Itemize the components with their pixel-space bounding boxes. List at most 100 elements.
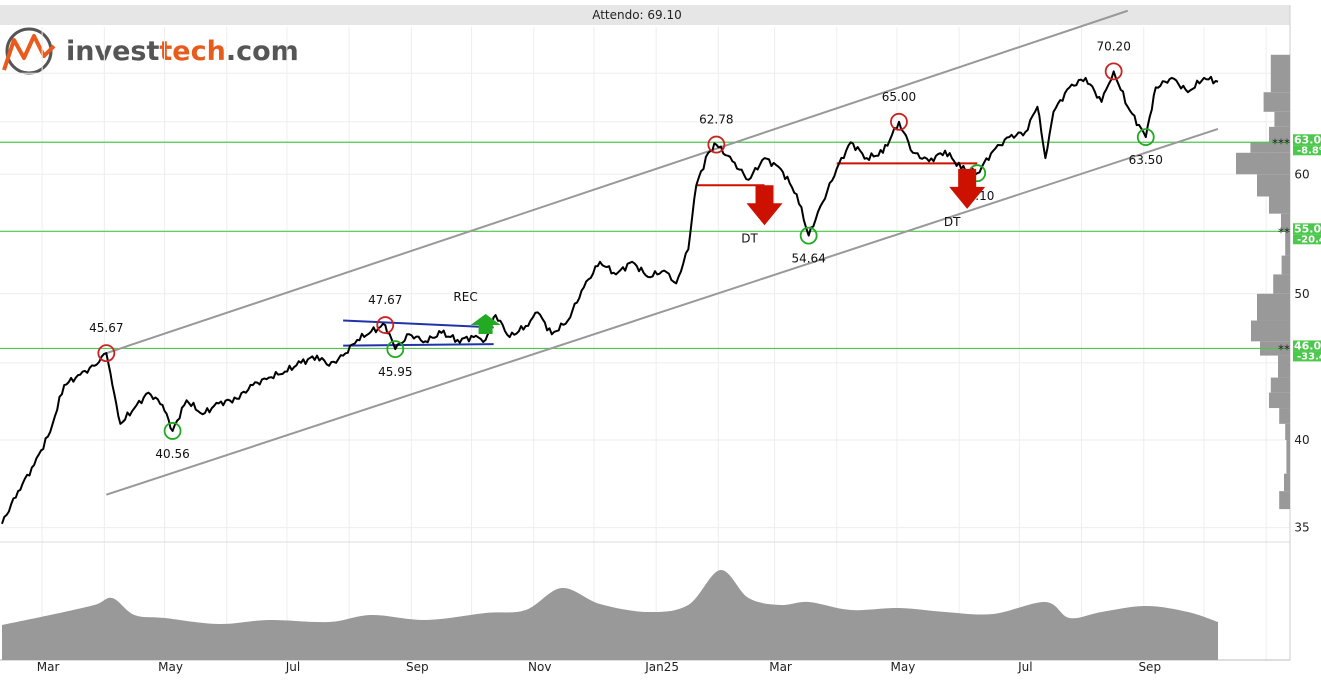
top-pivot-circle [376, 316, 395, 334]
top-pivot-circle [97, 344, 116, 363]
pivot-label: 47.67 [368, 293, 402, 307]
level-strength-marker: ** [1278, 225, 1290, 239]
volume-profile-bar [1285, 423, 1290, 441]
x-tick-label: Nov [528, 660, 551, 674]
logo-text-invest: invest [66, 36, 159, 67]
level-labels: *** 63.0-8.8% ** 55.0-20.4 ** 46.0-33.4 [1272, 133, 1321, 362]
chart-title: Attendo: 69.10 [592, 8, 682, 22]
level-pct-label: -33.4 [1297, 351, 1321, 362]
pattern-line [343, 343, 494, 347]
pattern-line [343, 319, 494, 329]
grid-lines [0, 5, 1291, 661]
chart-header-bar [0, 5, 1290, 25]
logo-text: investtech.com [66, 36, 299, 67]
logo-zigzag-icon [2, 34, 56, 71]
price-series [1, 70, 1219, 525]
pivot-annotations: 45.6740.5647.6745.9562.7854.6465.0060.10… [89, 39, 1163, 461]
x-tick-label: Jul [285, 660, 300, 674]
x-tick-label: May [891, 660, 916, 674]
volume-profile-bar [1257, 174, 1290, 197]
bottom-pivot-circle [163, 422, 182, 440]
level-value-box [1293, 134, 1321, 146]
x-tick-label: Mar [37, 660, 60, 674]
volume-profile-bar [1286, 440, 1290, 474]
volume-profile-bar [1273, 274, 1290, 294]
sell-signal-arrow-icon [746, 185, 783, 226]
volume-profile-bar [1284, 473, 1290, 492]
bottom-pivot-circle [1136, 128, 1155, 147]
investtech-logo: investtech.com [2, 27, 299, 75]
top-pivot-circle [707, 135, 726, 154]
level-pct-box [1293, 351, 1321, 362]
pivot-label: 63.50 [1129, 153, 1163, 167]
signal-label: REC [453, 290, 477, 304]
volume-profile [1236, 54, 1290, 510]
level-value-box [1293, 223, 1321, 235]
channel-upper-line [106, 9, 1129, 355]
signal-label: DT [741, 231, 758, 245]
bottom-pivot-circle [799, 226, 818, 245]
level-pct-box [1293, 145, 1321, 156]
y-tick-label: 40 [1294, 433, 1309, 447]
x-tick-label: May [158, 660, 183, 674]
volume-profile-bar [1269, 126, 1290, 143]
volume-profile-bar [1263, 92, 1290, 112]
volume-profile-bar [1274, 111, 1290, 127]
pivot-label: 45.95 [378, 365, 412, 379]
top-pivot-circle [1104, 62, 1123, 81]
pivot-label: 62.78 [699, 113, 733, 127]
level-value-label: 55.0 [1294, 222, 1321, 235]
signal-arrows: REC DT DT [453, 168, 986, 335]
pivot-label: 40.56 [155, 447, 189, 461]
x-tick-label: Sep [1138, 660, 1161, 674]
level-value-label: 63.0 [1294, 133, 1321, 146]
top-pivot-circle [890, 112, 908, 131]
logo-text-tech: tech [159, 36, 225, 67]
x-tick-label: Mar [769, 660, 792, 674]
signal-label: DT [944, 215, 961, 229]
axis-ticks: Mar May Jul Sep Nov Jan25 Mar May Jul Sep 35 40 50 60 [37, 167, 1310, 674]
pivot-label: 54.64 [791, 252, 825, 266]
trend-channel [106, 9, 1219, 496]
volume-profile-bar [1270, 54, 1290, 93]
volume-profile-bar [1269, 392, 1290, 409]
volume-profile-bar [1281, 255, 1290, 275]
volume-profile-bar [1270, 377, 1290, 393]
level-value-box [1293, 340, 1321, 352]
volume-profile-bar [1269, 196, 1290, 214]
bottom-pivot-circle [386, 340, 405, 359]
pivot-label: 70.20 [1096, 39, 1130, 53]
pattern-lines [343, 319, 494, 347]
level-strength-marker: *** [1272, 136, 1290, 150]
level-pct-label: -20.4 [1297, 234, 1321, 245]
pivot-label: 45.67 [89, 321, 123, 335]
x-tick-label: Sep [406, 660, 429, 674]
volume-profile-bar [1257, 293, 1290, 321]
buy-signal-arrow-icon [470, 314, 501, 335]
x-tick-label: Jul [1017, 660, 1032, 674]
level-value-label: 46.0 [1294, 339, 1321, 352]
level-strength-marker: ** [1278, 342, 1290, 356]
volume-profile-bar [1279, 491, 1290, 510]
y-tick-label: 60 [1294, 167, 1309, 181]
channel-lower-line [106, 127, 1219, 496]
volume-profile-bar [1281, 213, 1290, 232]
volume-profile-bar [1236, 152, 1290, 175]
sell-signal-arrow-icon [949, 168, 986, 209]
y-tick-label: 50 [1294, 287, 1309, 301]
volume-profile-bar [1250, 142, 1290, 153]
volume-profile-bar [1279, 408, 1290, 424]
volume-series [2, 569, 1218, 660]
logo-text-com: .com [226, 36, 299, 67]
pivot-label: 65.00 [882, 90, 916, 104]
signal-lines [696, 162, 978, 187]
level-pct-box [1293, 234, 1321, 245]
volume-profile-bar [1251, 320, 1290, 342]
y-tick-label: 35 [1294, 521, 1309, 535]
x-tick-label: Jan25 [644, 660, 679, 674]
support-resistance-lines [0, 141, 1290, 350]
volume-profile-bar [1278, 355, 1290, 378]
volume-profile-bar [1285, 231, 1290, 256]
price-line [1, 70, 1219, 525]
